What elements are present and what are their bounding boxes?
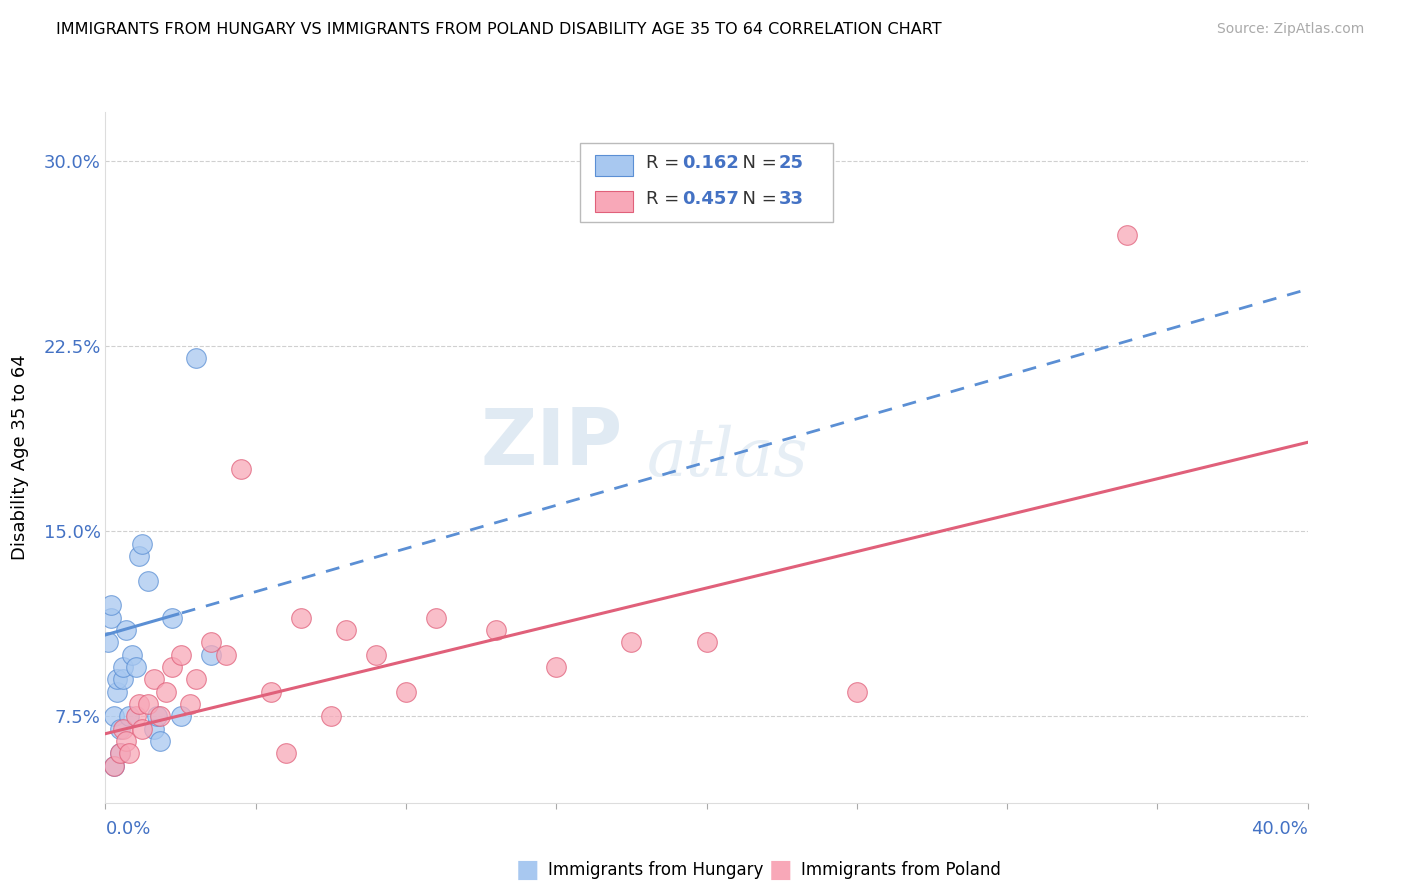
- Point: [148, 709, 170, 723]
- Point: [131, 536, 153, 550]
- Point: [160, 660, 183, 674]
- Point: [136, 574, 159, 588]
- Text: atlas: atlas: [647, 425, 808, 490]
- Point: [107, 684, 129, 698]
- Point: [620, 635, 643, 649]
- Point: [118, 747, 141, 761]
- Point: [100, 599, 122, 613]
- Text: ■: ■: [516, 858, 538, 881]
- Point: [145, 709, 167, 723]
- Point: [148, 734, 170, 748]
- Y-axis label: Disability Age 35 to 64: Disability Age 35 to 64: [11, 354, 30, 560]
- Point: [696, 635, 718, 649]
- Point: [184, 673, 207, 687]
- Point: [115, 623, 138, 637]
- Point: [319, 709, 342, 723]
- Point: [100, 610, 122, 624]
- Point: [184, 351, 207, 366]
- Point: [395, 684, 418, 698]
- Point: [112, 673, 135, 687]
- Point: [142, 722, 165, 736]
- Point: [128, 697, 150, 711]
- Point: [160, 610, 183, 624]
- FancyBboxPatch shape: [595, 155, 633, 176]
- Point: [110, 747, 132, 761]
- Text: R =: R =: [647, 190, 685, 209]
- Text: 25: 25: [779, 154, 804, 172]
- Point: [118, 709, 141, 723]
- Point: [142, 673, 165, 687]
- Point: [97, 635, 120, 649]
- Point: [110, 722, 132, 736]
- Point: [121, 648, 143, 662]
- Point: [290, 610, 312, 624]
- Point: [1116, 227, 1139, 242]
- Point: [112, 722, 135, 736]
- Point: [274, 747, 297, 761]
- Point: [112, 660, 135, 674]
- Text: ZIP: ZIP: [479, 405, 623, 482]
- Point: [115, 734, 138, 748]
- Point: [169, 709, 191, 723]
- Text: 0.0%: 0.0%: [105, 820, 150, 838]
- Point: [260, 684, 283, 698]
- Point: [364, 648, 387, 662]
- Text: N =: N =: [731, 154, 782, 172]
- Point: [200, 648, 222, 662]
- Point: [107, 673, 129, 687]
- Point: [169, 648, 191, 662]
- Point: [200, 635, 222, 649]
- FancyBboxPatch shape: [581, 143, 832, 222]
- Text: R =: R =: [647, 154, 685, 172]
- Point: [124, 709, 146, 723]
- Text: Immigrants from Hungary: Immigrants from Hungary: [548, 861, 763, 879]
- Point: [214, 648, 236, 662]
- Text: N =: N =: [731, 190, 782, 209]
- Point: [103, 758, 125, 772]
- Text: Immigrants from Poland: Immigrants from Poland: [801, 861, 1001, 879]
- Point: [845, 684, 868, 698]
- Point: [229, 462, 252, 476]
- Point: [155, 684, 177, 698]
- Point: [103, 709, 125, 723]
- Point: [485, 623, 508, 637]
- Text: 0.162: 0.162: [682, 154, 740, 172]
- Point: [103, 758, 125, 772]
- Point: [546, 660, 568, 674]
- Point: [110, 747, 132, 761]
- Text: 33: 33: [779, 190, 804, 209]
- Point: [131, 722, 153, 736]
- Point: [179, 697, 201, 711]
- Point: [128, 549, 150, 563]
- Text: IMMIGRANTS FROM HUNGARY VS IMMIGRANTS FROM POLAND DISABILITY AGE 35 TO 64 CORREL: IMMIGRANTS FROM HUNGARY VS IMMIGRANTS FR…: [56, 22, 942, 37]
- Text: 0.457: 0.457: [682, 190, 740, 209]
- Point: [335, 623, 357, 637]
- Text: Source: ZipAtlas.com: Source: ZipAtlas.com: [1216, 22, 1364, 37]
- Text: 40.0%: 40.0%: [1251, 820, 1308, 838]
- Point: [425, 610, 447, 624]
- Point: [124, 660, 146, 674]
- Text: ■: ■: [769, 858, 792, 881]
- FancyBboxPatch shape: [595, 191, 633, 211]
- Point: [136, 697, 159, 711]
